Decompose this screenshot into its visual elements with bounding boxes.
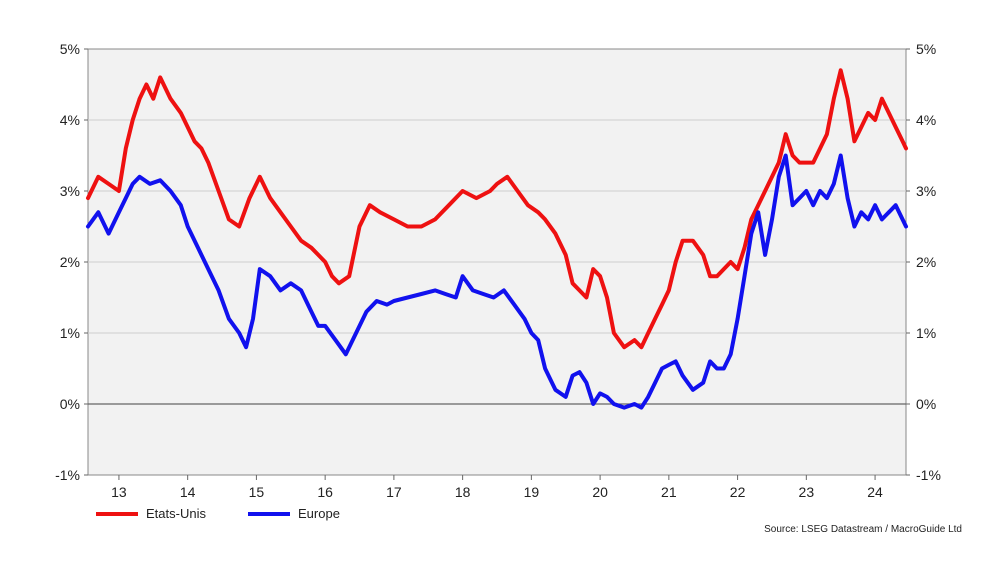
x-tick-label: 24 bbox=[867, 484, 883, 500]
legend-label-europe: Europe bbox=[298, 506, 340, 521]
y-axis-right: 5% 4% 3% 2% 1% 0% -1% bbox=[906, 41, 941, 483]
x-tick-label: 15 bbox=[249, 484, 265, 500]
x-tick-label: 19 bbox=[524, 484, 540, 500]
x-tick-label: 18 bbox=[455, 484, 471, 500]
gridlines bbox=[88, 119, 906, 405]
y-tick-label-left: -1% bbox=[55, 467, 80, 483]
series-line-etats-unis bbox=[86, 68, 908, 350]
y-tick-label-right: 3% bbox=[916, 183, 936, 199]
y-tick-label-right: 1% bbox=[916, 325, 936, 341]
x-axis: 13 14 15 16 17 18 19 20 21 22 23 24 bbox=[111, 475, 883, 500]
x-tick-label: 22 bbox=[730, 484, 746, 500]
y-tick-label-right: -1% bbox=[916, 467, 941, 483]
x-tick-label: 17 bbox=[386, 484, 402, 500]
y-tick-label-left: 2% bbox=[60, 254, 80, 270]
y-tick-label-left: 3% bbox=[60, 183, 80, 199]
series-lines bbox=[86, 68, 908, 410]
y-tick-label-right: 0% bbox=[916, 396, 936, 412]
y-tick-label-right: 5% bbox=[916, 41, 936, 57]
legend: Etats-Unis Europe bbox=[96, 506, 340, 521]
y-tick-label-left: 4% bbox=[60, 112, 80, 128]
x-tick-label: 16 bbox=[317, 484, 333, 500]
x-tick-label: 21 bbox=[661, 484, 677, 500]
y-tick-label-right: 2% bbox=[916, 254, 936, 270]
y-tick-label-left: 5% bbox=[60, 41, 80, 57]
x-tick-label: 20 bbox=[592, 484, 608, 500]
legend-label-etats-unis: Etats-Unis bbox=[146, 506, 206, 521]
y-tick-label-left: 1% bbox=[60, 325, 80, 341]
x-tick-label: 13 bbox=[111, 484, 127, 500]
y-axis-left: 5% 4% 3% 2% 1% 0% -1% bbox=[55, 41, 88, 483]
source-note: Source: LSEG Datastream / MacroGuide Ltd bbox=[764, 524, 962, 535]
x-tick-label: 14 bbox=[180, 484, 196, 500]
y-tick-label-right: 4% bbox=[916, 112, 936, 128]
x-tick-label: 23 bbox=[799, 484, 815, 500]
y-tick-label-left: 0% bbox=[60, 396, 80, 412]
series-line-europe bbox=[86, 153, 908, 410]
